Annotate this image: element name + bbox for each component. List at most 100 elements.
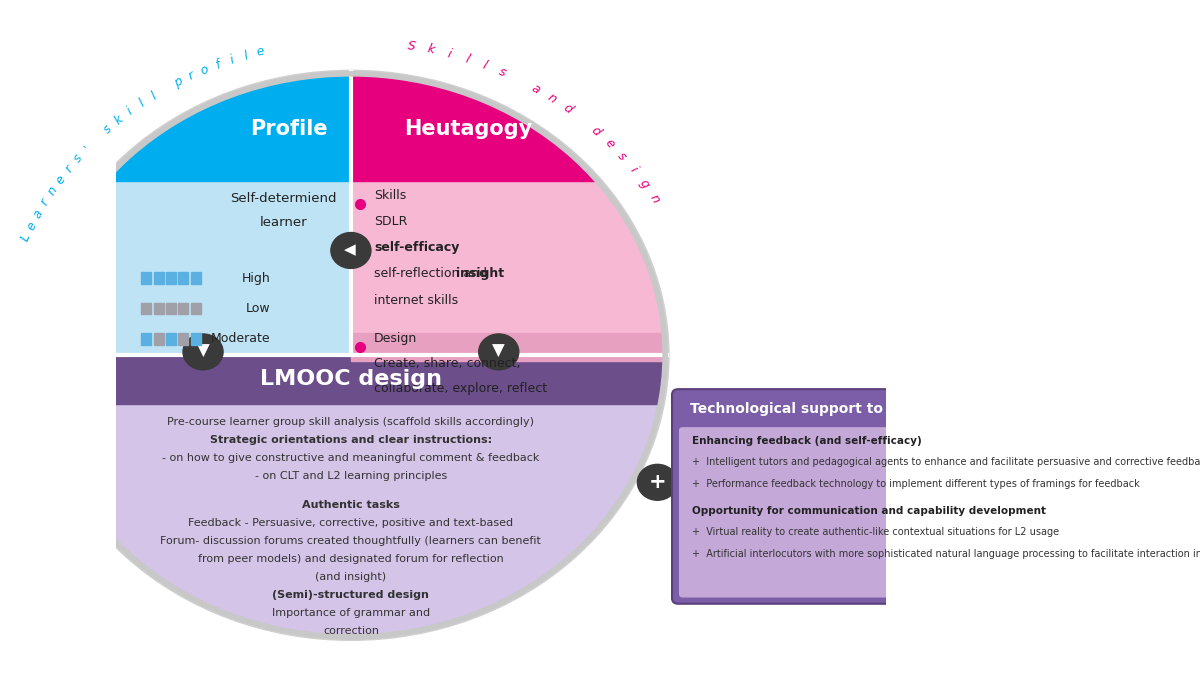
Text: ': '	[82, 143, 94, 154]
Circle shape	[184, 334, 223, 370]
Bar	[154, 303, 163, 315]
FancyBboxPatch shape	[672, 389, 980, 604]
Text: self-efficacy: self-efficacy	[374, 241, 460, 254]
Bar	[350, 72, 667, 181]
Bar	[154, 333, 163, 345]
Text: r: r	[62, 163, 76, 175]
Text: i: i	[125, 106, 136, 118]
Text: L: L	[19, 232, 34, 244]
Bar	[179, 273, 188, 284]
Text: - on how to give constructive and meaningful comment & feedback: - on how to give constructive and meanin…	[162, 453, 540, 463]
Text: SDLR: SDLR	[374, 215, 407, 228]
Text: a: a	[31, 208, 46, 220]
Bar	[179, 303, 188, 315]
Text: n: n	[647, 192, 662, 205]
Text: internet skills: internet skills	[374, 294, 458, 306]
Text: a: a	[529, 81, 542, 97]
Bar	[142, 303, 151, 315]
Text: k: k	[426, 43, 436, 57]
Bar	[191, 303, 200, 315]
Text: s: s	[101, 122, 115, 136]
Text: ▼: ▼	[492, 342, 505, 359]
Text: Opportunity for communication and capability development: Opportunity for communication and capabi…	[692, 506, 1046, 516]
Text: +: +	[648, 472, 666, 491]
Bar	[191, 333, 200, 345]
Text: - on CLT and L2 learning principles: - on CLT and L2 learning principles	[254, 471, 448, 481]
Text: learner: learner	[259, 217, 307, 229]
Bar	[142, 333, 151, 345]
Text: r: r	[38, 197, 52, 208]
Text: Profile: Profile	[251, 119, 328, 139]
Text: +  Artificial interlocutors with more sophisticated natural language processing : + Artificial interlocutors with more sop…	[692, 549, 1200, 559]
Circle shape	[331, 233, 371, 268]
Bar	[191, 273, 200, 284]
Text: g: g	[637, 177, 652, 190]
Circle shape	[36, 73, 666, 638]
Text: +  Performance feedback technology to implement different types of framings for : + Performance feedback technology to imp…	[692, 479, 1140, 489]
Text: +  Intelligent tutors and pedagogical agents to enhance and facilitate persuasiv: + Intelligent tutors and pedagogical age…	[692, 457, 1200, 466]
Text: s: s	[497, 65, 508, 79]
Text: correction: correction	[323, 626, 379, 635]
Bar	[154, 273, 163, 284]
Text: Authentic tasks: Authentic tasks	[302, 500, 400, 510]
Text: Strategic orientations and clear instructions:: Strategic orientations and clear instruc…	[210, 435, 492, 445]
Text: +  Virtual reality to create authentic-like contextual situations for L2 usage: + Virtual reality to create authentic-li…	[692, 527, 1060, 537]
Text: r: r	[186, 69, 197, 83]
Text: Moderate: Moderate	[211, 333, 271, 345]
Bar	[166, 333, 176, 345]
Text: self-reflection and: self-reflection and	[374, 268, 491, 280]
Wedge shape	[350, 74, 665, 355]
Text: (Semi)-structured design: (Semi)-structured design	[272, 590, 430, 600]
Text: Feedback - Persuasive, corrective, positive and text-based: Feedback - Persuasive, corrective, posit…	[188, 518, 514, 528]
Circle shape	[479, 334, 518, 370]
Text: e: e	[24, 219, 40, 232]
Text: l: l	[149, 90, 158, 102]
Bar	[350, 333, 667, 361]
Text: i: i	[445, 47, 452, 61]
Text: s: s	[71, 152, 85, 165]
Text: i: i	[228, 53, 236, 67]
Circle shape	[637, 464, 678, 500]
Text: Self-determiend: Self-determiend	[230, 192, 336, 204]
Bar	[35, 72, 350, 181]
Text: S: S	[407, 39, 416, 53]
Text: l: l	[242, 49, 250, 63]
Text: LMOOC design: LMOOC design	[260, 369, 442, 388]
Text: Design: Design	[374, 333, 418, 345]
Text: collaborate, explore, reflect: collaborate, explore, reflect	[374, 382, 547, 395]
Text: Low: Low	[246, 302, 271, 315]
Text: ▼: ▼	[197, 342, 210, 359]
Text: p: p	[172, 75, 185, 90]
Bar	[142, 273, 151, 284]
Text: o: o	[199, 63, 211, 77]
Wedge shape	[37, 74, 350, 355]
Text: n: n	[44, 184, 60, 197]
Text: i: i	[628, 164, 640, 175]
Text: Skills: Skills	[374, 189, 407, 201]
Text: High: High	[242, 272, 271, 284]
Circle shape	[32, 70, 668, 640]
Text: d: d	[588, 124, 604, 139]
Text: e: e	[53, 172, 68, 186]
Text: e: e	[254, 45, 265, 59]
Text: Create, share, connect,: Create, share, connect,	[374, 357, 521, 370]
Bar	[179, 333, 188, 345]
Text: f: f	[214, 58, 223, 72]
Wedge shape	[37, 355, 665, 637]
Text: Enhancing feedback (and self-efficacy): Enhancing feedback (and self-efficacy)	[692, 436, 922, 446]
Text: from peer models) and designated forum for reflection: from peer models) and designated forum f…	[198, 554, 504, 564]
Text: n: n	[545, 90, 559, 106]
Text: s: s	[614, 150, 629, 163]
Text: d: d	[560, 101, 575, 116]
Text: Importance of grammar and: Importance of grammar and	[272, 608, 430, 618]
Text: Pre-course learner group skill analysis (scaffold skills accordingly): Pre-course learner group skill analysis …	[168, 417, 534, 427]
Text: l: l	[481, 59, 490, 72]
Text: insight: insight	[456, 268, 504, 280]
Bar	[350, 181, 667, 335]
FancyBboxPatch shape	[679, 427, 974, 598]
Text: Technological support to enhance design: Technological support to enhance design	[690, 402, 1010, 415]
Text: e: e	[602, 136, 617, 150]
Text: k: k	[112, 113, 126, 128]
Text: ◀: ◀	[343, 242, 355, 257]
Bar	[35, 355, 667, 404]
